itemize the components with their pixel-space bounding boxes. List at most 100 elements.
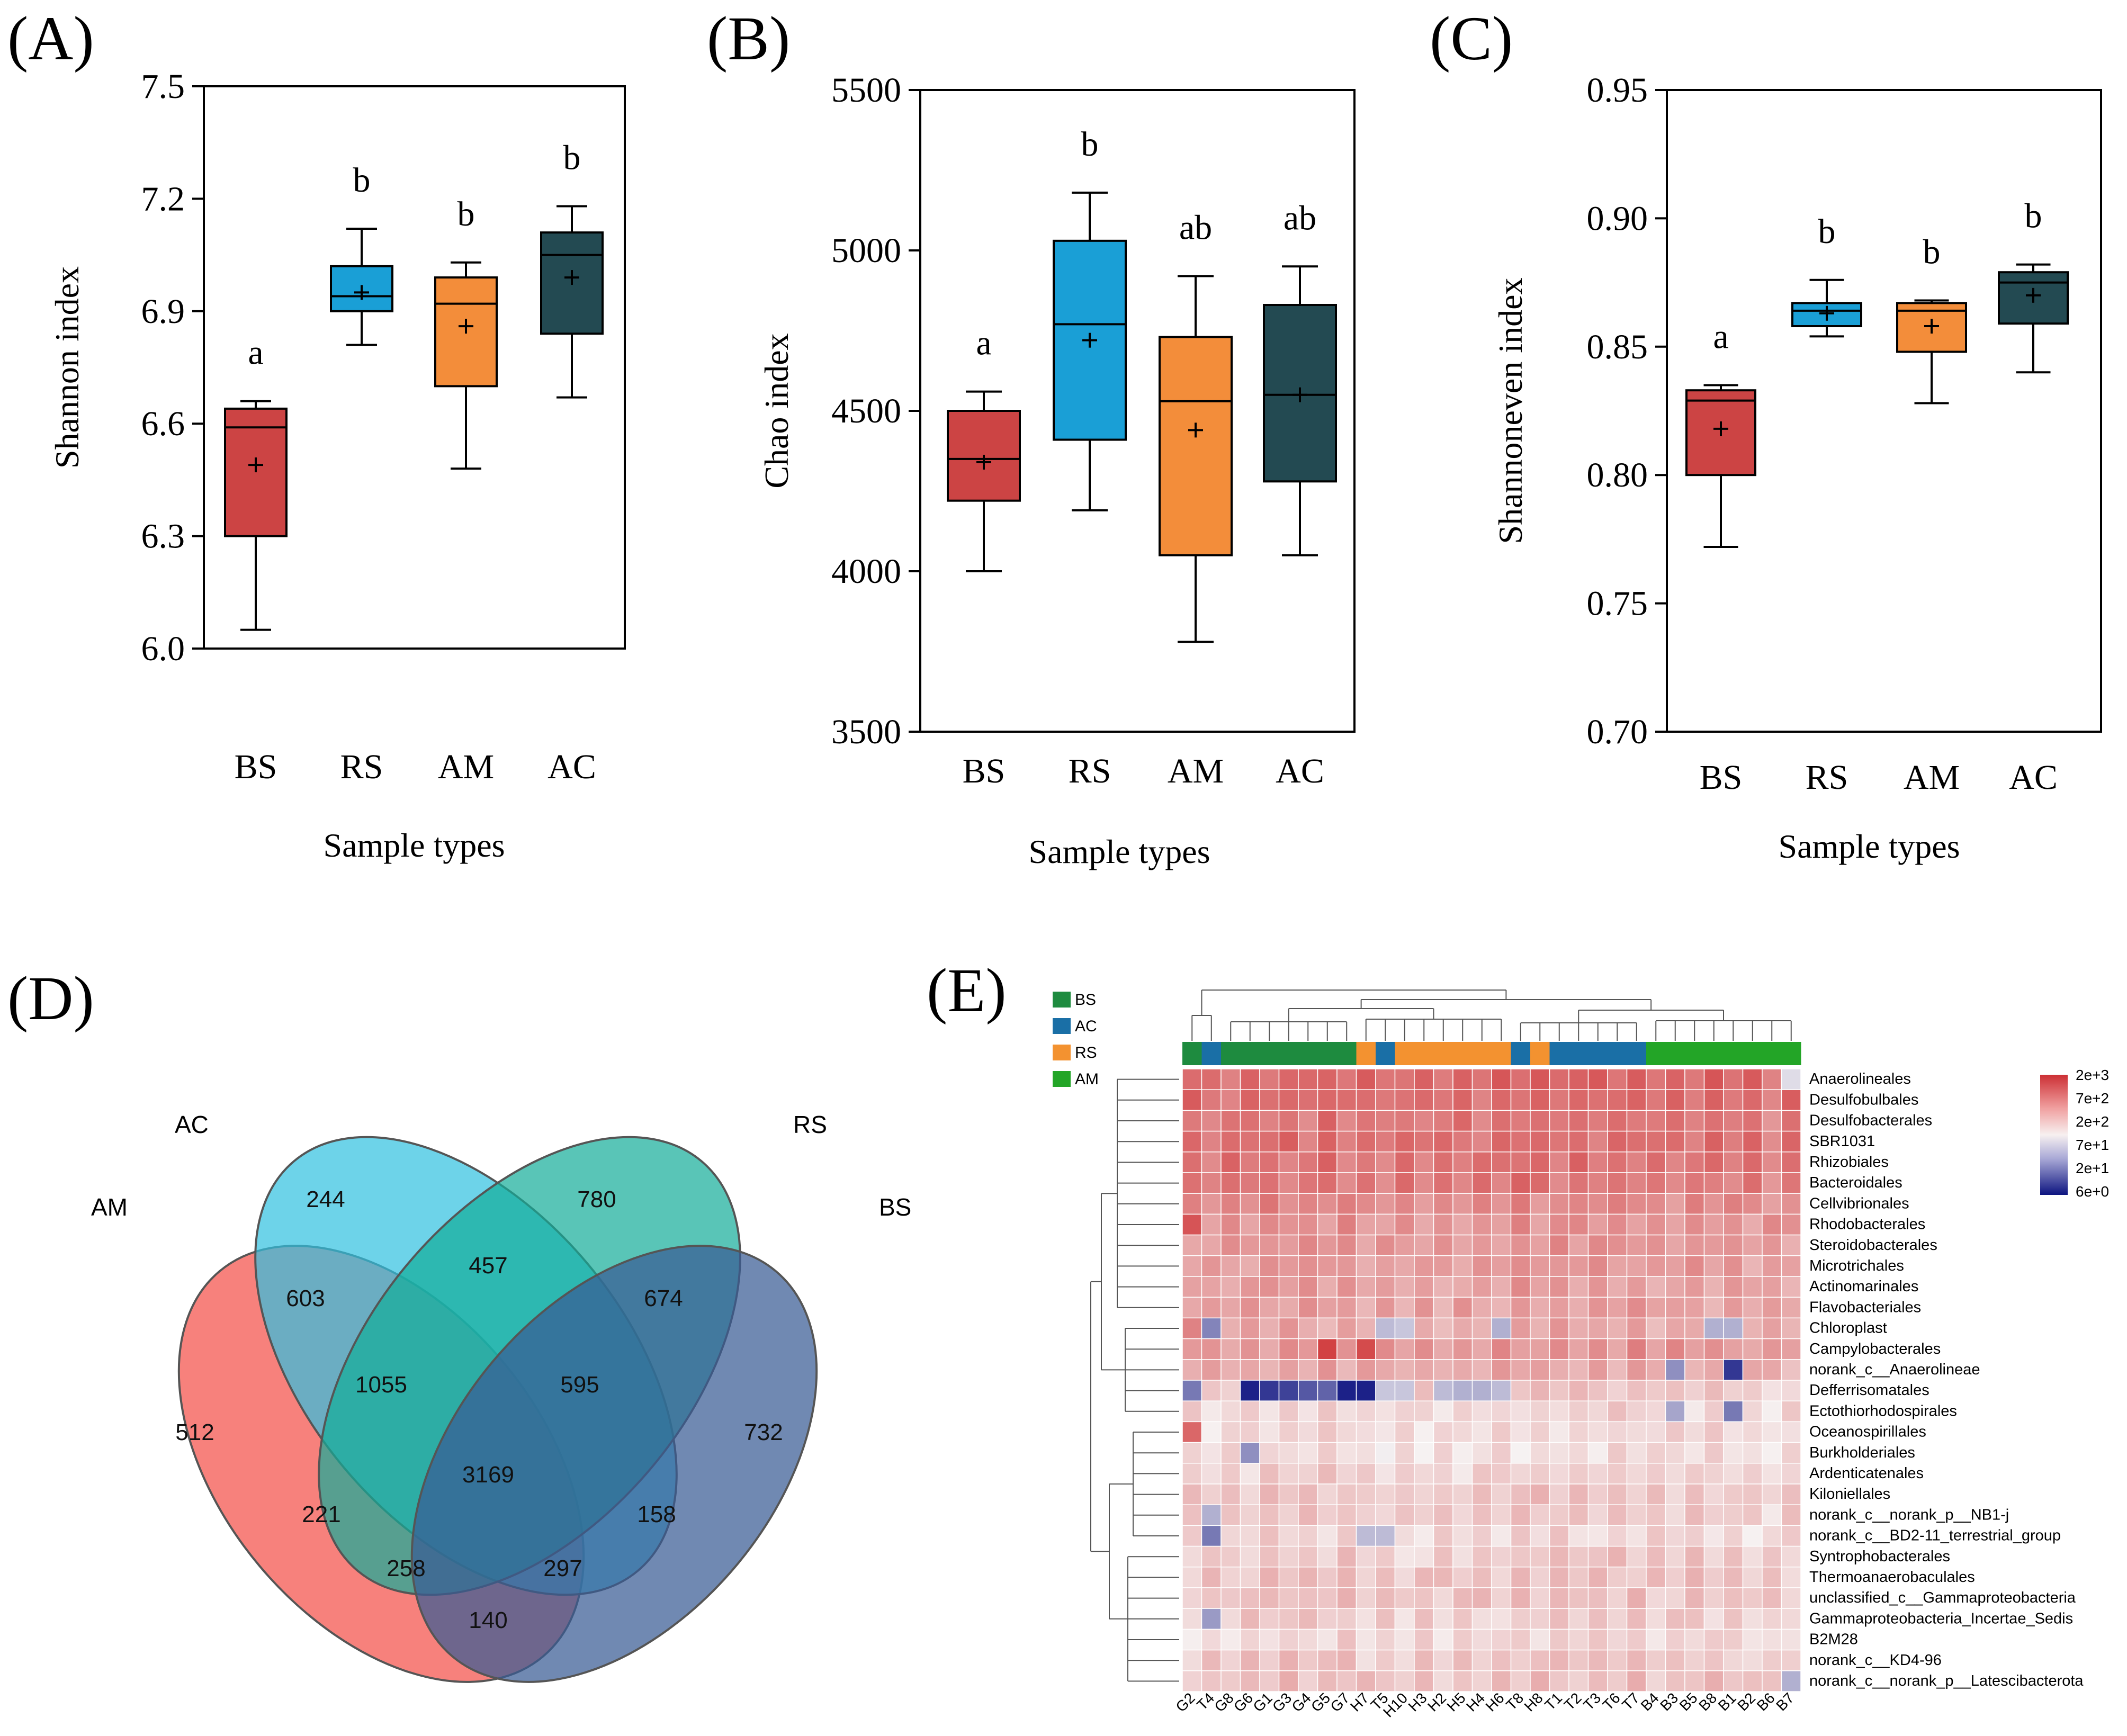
heatmap: BS AC RS AM Anaerolineales Desulfobulbales De…	[1053, 990, 2109, 1721]
heatmap-cell	[1762, 1297, 1782, 1319]
heatmap-cell	[1259, 1629, 1280, 1651]
heatmap-cell	[1646, 1670, 1666, 1692]
heatmap-cell	[1491, 1545, 1512, 1568]
group-bar-cell	[1646, 1042, 1666, 1065]
heatmap-cell	[1510, 1463, 1531, 1485]
heatmap-cell	[1781, 1400, 1801, 1423]
taxon-label: unclassified_c__Gammaproteobacteria	[1809, 1589, 2076, 1606]
taxon-label: Thermoanaerobaculales	[1809, 1569, 1975, 1586]
significance-letter: ab	[1179, 208, 1212, 247]
heatmap-cell	[1742, 1276, 1763, 1298]
heatmap-cell	[1626, 1276, 1647, 1298]
heatmap-cell	[1240, 1276, 1260, 1298]
heatmap-cell	[1626, 1068, 1647, 1090]
heatmap-cell	[1723, 1608, 1744, 1630]
heatmap-cell	[1182, 1338, 1202, 1360]
heatmap-cell	[1240, 1545, 1260, 1568]
x-axis-label: Sample types	[323, 826, 505, 864]
y-tick-label: 5000	[831, 231, 901, 270]
heatmap-cell	[1781, 1213, 1801, 1236]
heatmap-cell	[1278, 1442, 1299, 1464]
heatmap-cell	[1530, 1213, 1550, 1236]
heatmap-cell	[1433, 1400, 1453, 1423]
heatmap-cell	[1762, 1504, 1782, 1526]
heatmap-cell	[1414, 1629, 1434, 1651]
heatmap-cell	[1491, 1317, 1512, 1339]
heatmap-cell	[1684, 1255, 1705, 1277]
heatmap-cell	[1530, 1400, 1550, 1423]
heatmap-cell	[1568, 1442, 1589, 1464]
group-bar-cell	[1376, 1042, 1395, 1065]
heatmap-cell	[1510, 1317, 1531, 1339]
heatmap-cell	[1471, 1234, 1492, 1256]
venn-label-am: AM	[91, 1193, 128, 1221]
heatmap-cell	[1742, 1587, 1763, 1609]
heatmap-cell	[1549, 1504, 1569, 1526]
heatmap-cell	[1742, 1400, 1763, 1423]
heatmap-cell	[1394, 1545, 1415, 1568]
heatmap-cell	[1220, 1193, 1241, 1215]
heatmap-cell	[1336, 1463, 1357, 1485]
heatmap-cell	[1201, 1234, 1222, 1256]
heatmap-cell	[1549, 1110, 1569, 1132]
heatmap-cell	[1762, 1172, 1782, 1194]
heatmap-cell	[1298, 1380, 1318, 1401]
heatmap-cell	[1201, 1421, 1222, 1443]
heatmap-cell	[1414, 1483, 1434, 1505]
heatmap-cell	[1356, 1525, 1376, 1547]
heatmap-cell	[1336, 1089, 1357, 1111]
heatmap-cell	[1665, 1608, 1685, 1630]
heatmap-cell	[1510, 1068, 1531, 1090]
heatmap-cell	[1762, 1193, 1782, 1215]
heatmap-cell	[1491, 1421, 1512, 1443]
heatmap-cell	[1433, 1608, 1453, 1630]
heatmap-cell	[1549, 1629, 1569, 1651]
heatmap-cell	[1549, 1193, 1569, 1215]
y-tick-label: 6.3	[141, 517, 185, 556]
heatmap-cell	[1723, 1567, 1744, 1588]
heatmap-cell	[1491, 1587, 1512, 1609]
heatmap-cell	[1220, 1649, 1241, 1671]
heatmap-cell	[1781, 1567, 1801, 1588]
heatmap-cell	[1568, 1567, 1589, 1588]
heatmap-cell	[1607, 1172, 1628, 1194]
heatmap-cell	[1762, 1483, 1782, 1505]
heatmap-cell	[1201, 1629, 1222, 1651]
heatmap-cell	[1298, 1483, 1318, 1505]
heatmap-cell	[1375, 1089, 1396, 1111]
heatmap-cell	[1182, 1193, 1202, 1215]
heatmap-cell	[1607, 1400, 1628, 1423]
x-axis-label: Sample types	[1778, 827, 1960, 865]
heatmap-cell	[1665, 1463, 1685, 1485]
taxon-label: Rhodobacterales	[1809, 1216, 1925, 1233]
heatmap-cell	[1626, 1110, 1647, 1132]
heatmap-cell	[1394, 1629, 1415, 1651]
heatmap-cell	[1510, 1380, 1531, 1401]
heatmap-cell	[1317, 1442, 1338, 1464]
heatmap-cell	[1646, 1234, 1666, 1256]
heatmap-cell	[1317, 1649, 1338, 1671]
heatmap-cell	[1646, 1255, 1666, 1277]
heatmap-cell	[1665, 1649, 1685, 1671]
group-bar-cell	[1549, 1042, 1569, 1065]
heatmap-cell	[1375, 1442, 1396, 1464]
group-bar-cell	[1511, 1042, 1531, 1065]
heatmap-cell	[1298, 1152, 1318, 1173]
heatmap-cell	[1471, 1525, 1492, 1547]
heatmap-cell	[1356, 1587, 1376, 1609]
heatmap-cell	[1375, 1587, 1396, 1609]
heatmap-cell	[1278, 1110, 1299, 1132]
heatmap-cell	[1452, 1463, 1473, 1485]
heatmap-cell	[1646, 1338, 1666, 1360]
heatmap-cell	[1723, 1359, 1744, 1381]
heatmap-cell	[1298, 1089, 1318, 1111]
heatmap-cell	[1240, 1608, 1260, 1630]
heatmap-cell	[1781, 1317, 1801, 1339]
heatmap-cell	[1220, 1089, 1241, 1111]
heatmap-cell	[1491, 1629, 1512, 1651]
heatmap-cell	[1491, 1608, 1512, 1630]
heatmap-cell	[1336, 1234, 1357, 1256]
heatmap-cell	[1336, 1130, 1357, 1153]
heatmap-cell	[1298, 1255, 1318, 1277]
heatmap-cell	[1336, 1608, 1357, 1630]
